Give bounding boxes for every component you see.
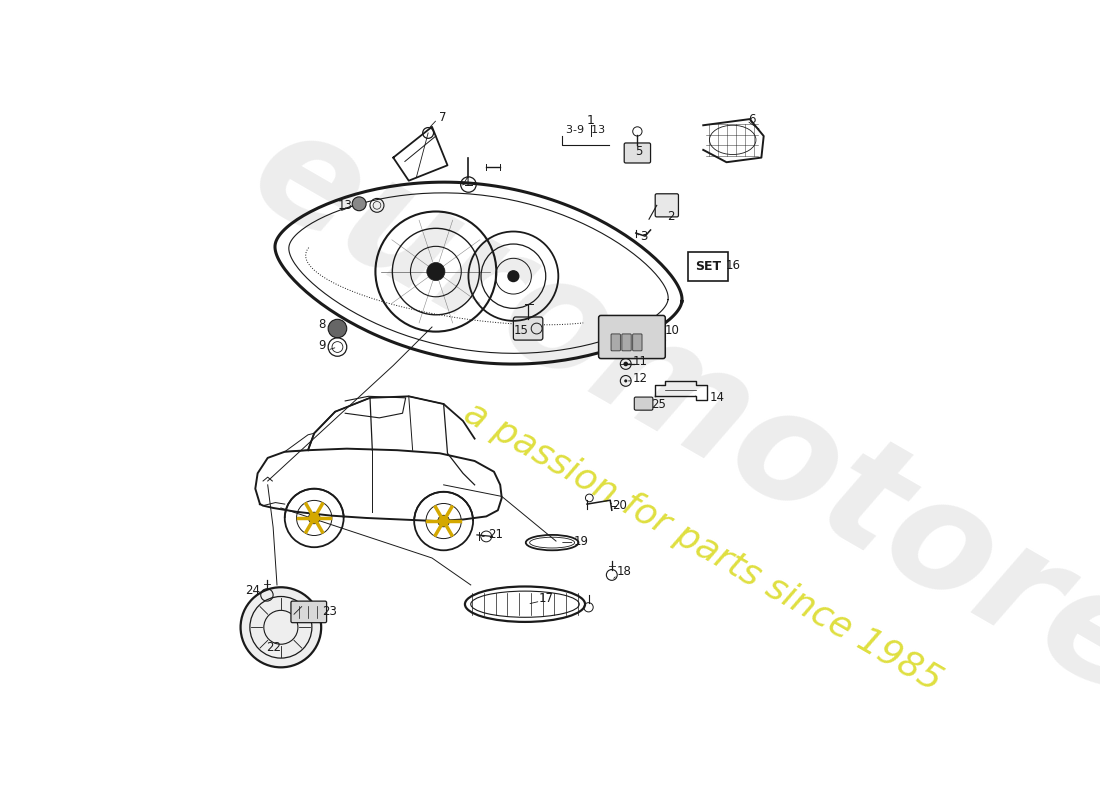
Text: SET: SET: [695, 260, 721, 273]
Text: 9: 9: [318, 339, 326, 352]
Text: 1: 1: [587, 114, 595, 127]
FancyBboxPatch shape: [624, 143, 650, 163]
Text: 3-9  13: 3-9 13: [565, 125, 605, 135]
Text: 6: 6: [748, 113, 756, 126]
Text: 13: 13: [338, 199, 353, 212]
FancyBboxPatch shape: [610, 334, 620, 351]
Text: 20: 20: [612, 499, 627, 512]
Circle shape: [508, 271, 519, 282]
Text: 5: 5: [635, 145, 642, 158]
Text: 17: 17: [538, 591, 553, 605]
Text: 19: 19: [573, 534, 588, 547]
Text: 10: 10: [664, 324, 680, 338]
Text: 11: 11: [632, 355, 647, 368]
Circle shape: [624, 379, 627, 382]
Circle shape: [438, 515, 450, 527]
Circle shape: [328, 319, 346, 338]
Text: 8: 8: [318, 318, 326, 331]
Text: 23: 23: [322, 606, 337, 618]
Text: 4: 4: [462, 176, 470, 189]
FancyBboxPatch shape: [688, 251, 728, 281]
Text: 3: 3: [640, 230, 647, 243]
Text: 21: 21: [488, 529, 503, 542]
Text: 25: 25: [651, 398, 666, 410]
FancyBboxPatch shape: [514, 317, 542, 340]
Text: 7: 7: [439, 111, 447, 124]
Text: 24: 24: [244, 584, 260, 597]
Text: 15: 15: [514, 324, 529, 338]
Text: 14: 14: [710, 391, 725, 404]
FancyBboxPatch shape: [598, 315, 666, 358]
Text: 16: 16: [725, 259, 740, 272]
FancyBboxPatch shape: [621, 334, 631, 351]
Text: 12: 12: [632, 372, 647, 385]
FancyBboxPatch shape: [635, 397, 653, 410]
Circle shape: [427, 262, 444, 281]
Text: 2: 2: [667, 210, 674, 223]
FancyBboxPatch shape: [292, 601, 327, 622]
Circle shape: [241, 587, 321, 667]
Text: 22: 22: [266, 641, 282, 654]
Text: 18: 18: [617, 566, 631, 578]
Text: euromotores: euromotores: [227, 94, 1100, 775]
FancyBboxPatch shape: [632, 334, 642, 351]
Text: a passion for parts since 1985: a passion for parts since 1985: [459, 395, 948, 698]
Circle shape: [308, 512, 320, 524]
FancyBboxPatch shape: [656, 194, 679, 217]
Circle shape: [624, 362, 628, 366]
Circle shape: [352, 197, 366, 210]
